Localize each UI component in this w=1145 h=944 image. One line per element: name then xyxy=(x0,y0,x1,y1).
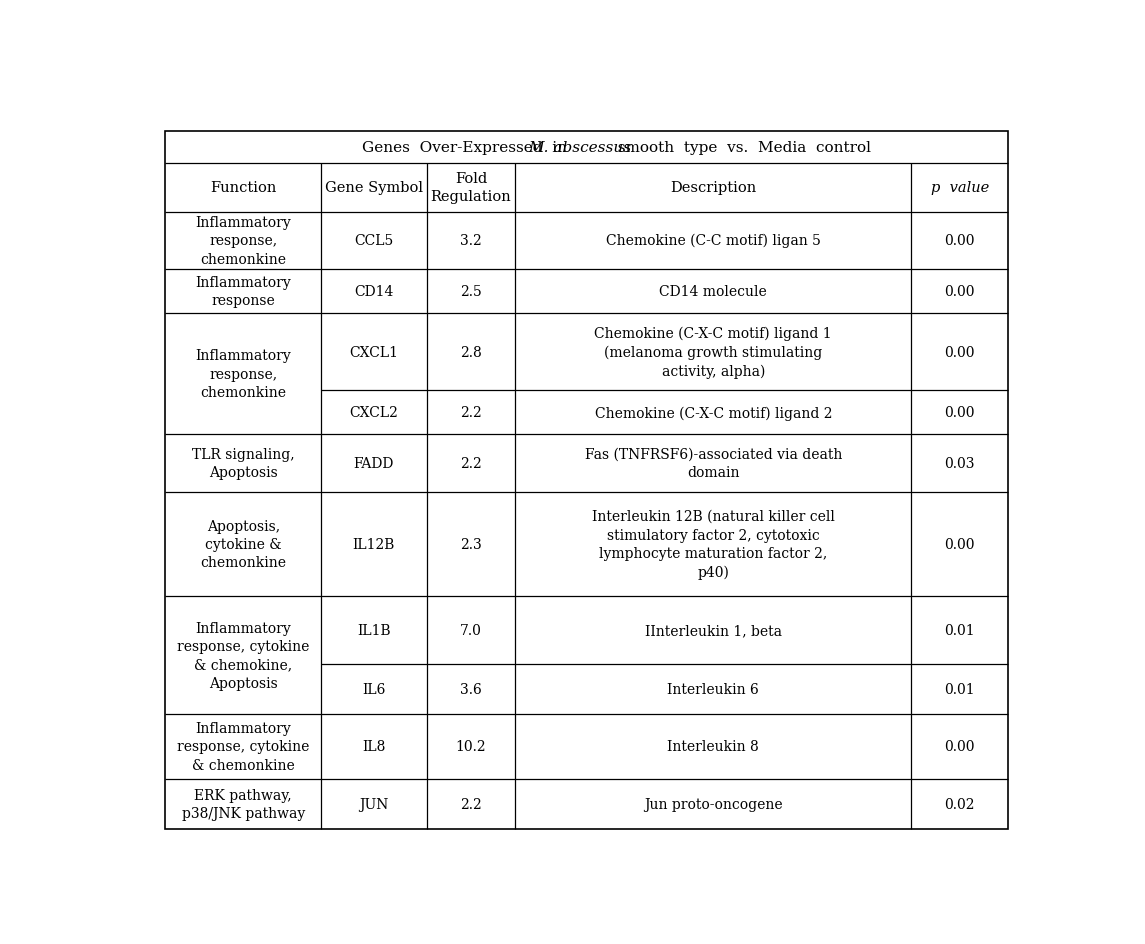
Text: 7.0: 7.0 xyxy=(460,623,482,637)
Text: 2.8: 2.8 xyxy=(460,346,482,360)
Text: Interleukin 8: Interleukin 8 xyxy=(668,740,759,753)
Text: Description: Description xyxy=(670,181,757,195)
Text: CCL5: CCL5 xyxy=(354,234,394,248)
Text: CXCL2: CXCL2 xyxy=(349,406,398,420)
Text: ERK pathway,
p38/JNK pathway: ERK pathway, p38/JNK pathway xyxy=(182,788,305,820)
Text: 2.2: 2.2 xyxy=(460,406,482,420)
Text: 2.5: 2.5 xyxy=(460,284,482,298)
Text: 0.00: 0.00 xyxy=(945,234,976,248)
Text: Apoptosis,
cytokine &
chemonkine: Apoptosis, cytokine & chemonkine xyxy=(200,519,286,570)
Text: IL12B: IL12B xyxy=(353,537,395,551)
Text: 2.2: 2.2 xyxy=(460,797,482,811)
Text: CXCL1: CXCL1 xyxy=(349,346,398,360)
Text: 0.00: 0.00 xyxy=(945,537,976,551)
Text: M. abscessus: M. abscessus xyxy=(528,141,631,155)
Text: 10.2: 10.2 xyxy=(456,740,487,753)
Text: IInterleukin 1, beta: IInterleukin 1, beta xyxy=(645,623,782,637)
Text: Interleukin 12B (natural killer cell
stimulatory factor 2, cytotoxic
lymphocyte : Interleukin 12B (natural killer cell sti… xyxy=(592,510,835,580)
Text: JUN: JUN xyxy=(360,797,388,811)
Text: IL1B: IL1B xyxy=(357,623,390,637)
Text: 0.02: 0.02 xyxy=(945,797,976,811)
Text: 0.00: 0.00 xyxy=(945,740,976,753)
Text: 0.00: 0.00 xyxy=(945,346,976,360)
Text: TLR signaling,
Apoptosis: TLR signaling, Apoptosis xyxy=(192,447,294,480)
Text: 0.01: 0.01 xyxy=(945,623,976,637)
Text: Chemokine (C-X-C motif) ligand 2: Chemokine (C-X-C motif) ligand 2 xyxy=(594,406,832,420)
Text: Genes  Over-Expressed  in: Genes Over-Expressed in xyxy=(362,141,576,155)
Text: IL8: IL8 xyxy=(362,740,386,753)
Text: 0.00: 0.00 xyxy=(945,406,976,420)
Text: FADD: FADD xyxy=(354,457,394,470)
Text: Inflammatory
response: Inflammatory response xyxy=(196,276,291,308)
Text: Inflammatory
response, cytokine
& chemonkine: Inflammatory response, cytokine & chemon… xyxy=(177,721,309,772)
Text: Jun proto-oncogene: Jun proto-oncogene xyxy=(643,797,782,811)
Text: 0.01: 0.01 xyxy=(945,683,976,697)
Text: Interleukin 6: Interleukin 6 xyxy=(668,683,759,697)
Text: Function: Function xyxy=(210,181,276,195)
Text: Inflammatory
response, cytokine
& chemokine,
Apoptosis: Inflammatory response, cytokine & chemok… xyxy=(177,621,309,690)
Text: p  value: p value xyxy=(931,181,989,195)
Text: Gene Symbol: Gene Symbol xyxy=(325,181,423,195)
Text: 3.2: 3.2 xyxy=(460,234,482,248)
Text: smooth  type  vs.  Media  control: smooth type vs. Media control xyxy=(608,141,871,155)
Text: 0.00: 0.00 xyxy=(945,284,976,298)
Text: Chemokine (C-C motif) ligan 5: Chemokine (C-C motif) ligan 5 xyxy=(606,234,821,248)
Text: CD14: CD14 xyxy=(354,284,394,298)
Text: Inflammatory
response,
chemonkine: Inflammatory response, chemonkine xyxy=(196,215,291,266)
Text: 0.03: 0.03 xyxy=(945,457,976,470)
Text: CD14 molecule: CD14 molecule xyxy=(660,284,767,298)
Text: Inflammatory
response,
chemonkine: Inflammatory response, chemonkine xyxy=(196,348,291,399)
Text: Fas (TNFRSF6)-associated via death
domain: Fas (TNFRSF6)-associated via death domai… xyxy=(585,447,842,480)
Text: 2.2: 2.2 xyxy=(460,457,482,470)
Text: Chemokine (C-X-C motif) ligand 1
(melanoma growth stimulating
activity, alpha): Chemokine (C-X-C motif) ligand 1 (melano… xyxy=(594,326,832,379)
Text: IL6: IL6 xyxy=(362,683,386,697)
Text: Fold
Regulation: Fold Regulation xyxy=(431,172,512,204)
Text: 2.3: 2.3 xyxy=(460,537,482,551)
Text: 3.6: 3.6 xyxy=(460,683,482,697)
